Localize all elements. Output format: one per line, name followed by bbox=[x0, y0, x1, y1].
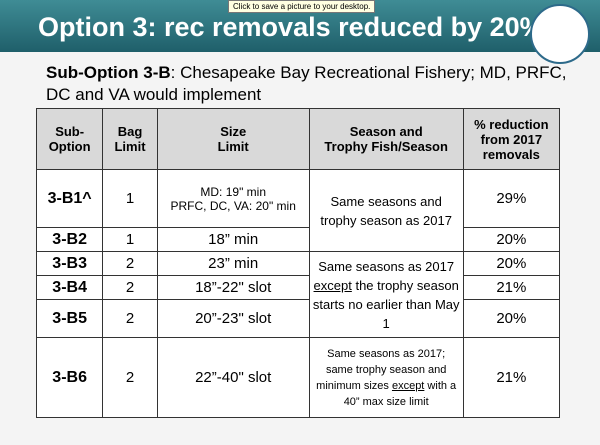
season-text: the trophy season starts no earlier than… bbox=[312, 277, 460, 331]
option-id: 3-B1^ bbox=[35, 169, 104, 228]
option-id: 3-B6 bbox=[35, 337, 104, 418]
bag-limit: 2 bbox=[102, 251, 158, 276]
size-limit: 18”-22" slot bbox=[156, 275, 310, 300]
subtitle-label: Sub-Option 3-B bbox=[46, 63, 171, 82]
underlined-text: except bbox=[313, 277, 352, 293]
reduction: 21% bbox=[462, 275, 561, 300]
season-text: Same seasons and trophy season as 2017 bbox=[320, 193, 452, 228]
size-limit: MD: 19" min PRFC, DC, VA: 20" min bbox=[156, 169, 310, 228]
tooltip: Click to save a picture to your desktop. bbox=[228, 0, 376, 13]
bag-limit: 2 bbox=[102, 299, 158, 338]
bag-limit: 1 bbox=[102, 227, 158, 252]
size-limit: 20”-23" slot bbox=[156, 299, 310, 338]
size-limit: 23” min bbox=[156, 251, 310, 276]
table-row: 3-B6 2 22”-40" slot Same seasons as 2017; s… bbox=[35, 337, 561, 418]
season-text: Same seasons as 2017 bbox=[318, 258, 455, 274]
table-row: 3-B4 2 18”-22" slot 21% bbox=[35, 275, 561, 300]
table-row: 3-B5 2 20”-23" slot 20% bbox=[35, 299, 561, 338]
reduction: 20% bbox=[462, 251, 561, 276]
reduction: 21% bbox=[462, 337, 561, 418]
season-cell: Same seasons as 2017; same trophy season… bbox=[308, 337, 464, 418]
slide-title: Option 3: rec removals reduced by 20% bbox=[38, 12, 544, 42]
option-id: 3-B2 bbox=[35, 227, 104, 252]
header-row: Sub- Option Bag Limit Size Limit Season and… bbox=[35, 108, 561, 170]
size-limit: 18” min bbox=[156, 227, 310, 252]
option-id: 3-B5 bbox=[35, 299, 104, 338]
bag-limit: 2 bbox=[102, 337, 158, 418]
reduction: 20% bbox=[462, 299, 561, 338]
reduction: 20% bbox=[462, 227, 561, 252]
table-row: 3-B3 2 23” min Same seasons as 2017 except … bbox=[35, 251, 561, 338]
underlined-text: except bbox=[391, 379, 425, 392]
header-cell: Bag Limit bbox=[102, 108, 158, 170]
option-id: 3-B4 bbox=[35, 275, 104, 300]
season-text: with a 40” max size limit bbox=[343, 379, 457, 408]
subtitle-text: : Chesapeake Bay Recreational Fishery; M… bbox=[46, 63, 567, 104]
bag-limit: 1 bbox=[102, 169, 158, 228]
table-row: 3-B1^ 1 MD: 19" min PRFC, DC, VA: 20" min S… bbox=[35, 169, 561, 252]
header-cell: Season and Trophy Fish/Season bbox=[308, 108, 464, 170]
size-limit: 22”-40" slot bbox=[156, 337, 310, 418]
season-text: Same seasons as 2017; same trophy season… bbox=[316, 347, 447, 392]
logo bbox=[530, 4, 590, 64]
option-id: 3-B3 bbox=[35, 251, 104, 276]
subtitle: Sub-Option 3-B: Chesapeake Bay Recreatio… bbox=[46, 62, 576, 106]
season-cell: Same seasons and trophy season as 2017 bbox=[308, 169, 464, 252]
header-cell: % reduction from 2017 removals bbox=[462, 108, 561, 170]
header-cell: Size Limit bbox=[156, 108, 310, 170]
reduction: 29% bbox=[462, 169, 561, 228]
season-cell: Same seasons as 2017 except the trophy s… bbox=[308, 251, 464, 338]
table-row: 3-B2 1 18” min 20% bbox=[35, 227, 561, 252]
header-cell: Sub- Option bbox=[35, 108, 104, 170]
bag-limit: 2 bbox=[102, 275, 158, 300]
options-table: Sub- Option Bag Limit Size Limit Season and… bbox=[35, 108, 561, 418]
